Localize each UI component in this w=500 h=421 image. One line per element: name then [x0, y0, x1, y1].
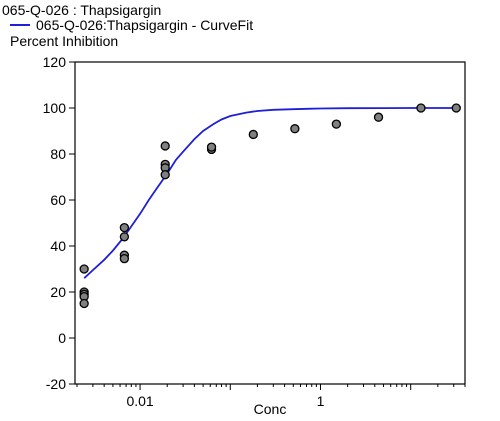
curve-fit-line [83, 107, 457, 279]
y-axis-label: Percent Inhibition [10, 33, 119, 49]
data-point [119, 253, 130, 264]
data-point [451, 103, 461, 113]
y-tick-label: 100 [43, 100, 67, 116]
y-tick-label: 20 [50, 284, 66, 300]
chart-title: 065-Q-026 : Thapsigargin [2, 2, 162, 18]
data-point [206, 142, 217, 152]
x-tick-label: 1 [317, 393, 325, 409]
data-point [160, 170, 170, 180]
data-point [79, 298, 89, 309]
data-point [119, 222, 130, 233]
legend-entry-curvefit: 065-Q-026:Thapsigargin - CurveFit [10, 17, 253, 33]
y-tick-label: -20 [46, 376, 66, 392]
data-point [119, 232, 130, 242]
data-point [331, 119, 342, 129]
legend-label: 065-Q-026:Thapsigargin - CurveFit [36, 17, 254, 33]
data-point [290, 124, 300, 134]
y-tick-label: 120 [43, 54, 67, 70]
data-point [248, 129, 258, 140]
y-tick-label: 40 [50, 238, 66, 254]
data-point [160, 141, 170, 151]
plot-frame [74, 61, 466, 385]
y-tick-label: 60 [50, 192, 66, 208]
x-tick-label: 0.01 [126, 393, 153, 409]
y-tick-label: 80 [50, 146, 66, 162]
data-point [373, 112, 384, 122]
x-axis-label: Conc [254, 401, 287, 417]
legend-line-swatch [10, 24, 30, 27]
data-point [79, 264, 89, 274]
data-point [416, 103, 426, 113]
y-tick-label: 0 [58, 330, 66, 346]
